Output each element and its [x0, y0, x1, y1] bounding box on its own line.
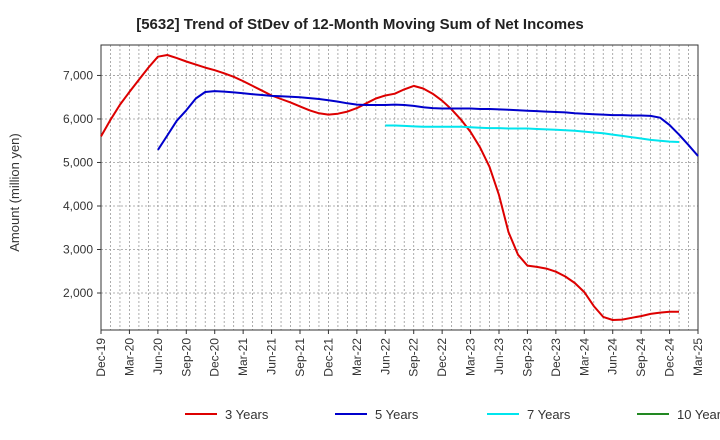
- x-tick-label: Mar-22: [350, 338, 364, 376]
- x-tick-label: Sep-23: [520, 338, 534, 377]
- y-tick-label: 2,000: [63, 286, 93, 300]
- legend-label-3-years: 3 Years: [225, 407, 269, 422]
- x-tick-label: Jun-21: [265, 338, 279, 375]
- x-tick-label: Jun-24: [606, 338, 620, 375]
- x-tick-label: Sep-21: [293, 338, 307, 377]
- y-tick-label: 4,000: [63, 199, 93, 213]
- x-tick-label: Mar-25: [691, 338, 705, 376]
- plot-area: [101, 45, 698, 330]
- x-tick-label: Mar-24: [577, 338, 591, 376]
- y-tick-label: 5,000: [63, 155, 93, 169]
- legend-label-5-years: 5 Years: [375, 407, 419, 422]
- x-tick-label: Mar-23: [464, 338, 478, 376]
- x-tick-label: Dec-19: [94, 338, 108, 377]
- x-tick-label: Dec-20: [208, 338, 222, 377]
- legend-label-10-years: 10 Years: [677, 407, 720, 422]
- series-line-3-years: [100, 54, 679, 321]
- y-tick-label: 3,000: [63, 243, 93, 257]
- series-line-7-years: [385, 124, 680, 143]
- x-tick-label: Dec-22: [435, 338, 449, 377]
- x-tick-label: Sep-22: [407, 338, 421, 377]
- legend-label-7-years: 7 Years: [527, 407, 571, 422]
- series-line-5-years: [157, 90, 699, 157]
- x-tick-label: Jun-23: [492, 338, 506, 375]
- x-tick-label: Sep-24: [634, 338, 648, 377]
- x-tick-label: Sep-20: [179, 338, 193, 377]
- x-tick-label: Jun-22: [378, 338, 392, 375]
- x-tick-label: Dec-21: [321, 338, 335, 377]
- x-tick-label: Dec-23: [549, 338, 563, 377]
- chart-title: [5632] Trend of StDev of 12-Month Moving…: [136, 16, 584, 33]
- x-tick-label: Mar-21: [236, 338, 250, 376]
- y-tick-label: 6,000: [63, 112, 93, 126]
- y-tick-label: 7,000: [63, 68, 93, 82]
- y-axis-label: Amount (million yen): [7, 133, 22, 252]
- plot-frame: [100, 44, 699, 331]
- x-tick-label: Jun-20: [151, 338, 165, 375]
- x-tick-label: Dec-24: [663, 338, 677, 377]
- x-tick-label: Mar-20: [122, 338, 136, 376]
